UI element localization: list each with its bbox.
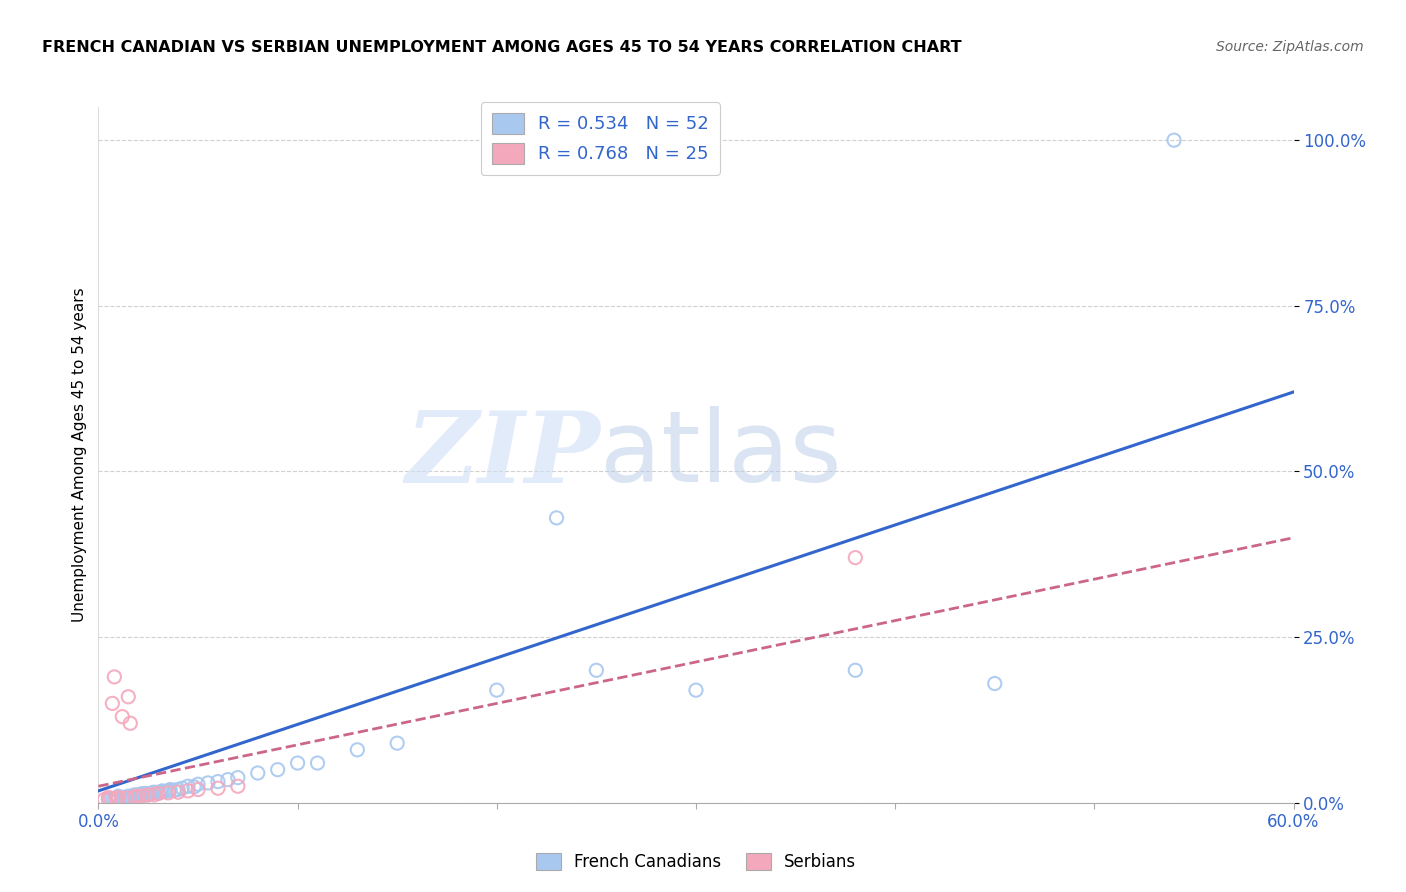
Point (226, 779, 249, 793)
Point (246, 766, 269, 780)
Point (163, 783, 186, 797)
Point (157, 784, 180, 798)
Point (485, 683, 508, 698)
Point (112, 790, 135, 805)
Point (346, 743, 368, 757)
Point (546, 511, 568, 525)
Point (97, 790, 120, 805)
Legend: French Canadians, Serbians: French Canadians, Serbians (529, 847, 863, 878)
Point (124, 789, 146, 804)
Point (150, 784, 173, 798)
Point (97, 792, 120, 806)
Point (98, 791, 122, 805)
Point (267, 763, 290, 777)
Text: Source: ZipAtlas.com: Source: ZipAtlas.com (1216, 40, 1364, 54)
Point (143, 788, 166, 802)
Point (177, 779, 200, 793)
Point (107, 789, 129, 804)
Point (197, 776, 219, 790)
Point (131, 788, 153, 802)
Point (117, 789, 139, 804)
Point (136, 788, 159, 802)
Point (139, 787, 162, 801)
Point (983, 676, 1005, 690)
Point (107, 790, 129, 805)
Point (131, 787, 153, 801)
Point (134, 787, 156, 801)
Point (93, 792, 115, 806)
Point (124, 788, 146, 802)
Point (125, 789, 148, 804)
Point (129, 789, 152, 803)
Point (844, 550, 866, 565)
Point (143, 785, 166, 799)
Point (107, 791, 129, 805)
Point (124, 789, 146, 804)
Point (115, 791, 138, 805)
Point (103, 670, 125, 684)
Point (187, 777, 209, 791)
Point (183, 780, 205, 794)
Point (111, 792, 134, 806)
Point (217, 772, 239, 787)
Point (148, 787, 170, 801)
Point (685, 683, 707, 698)
Point (120, 789, 142, 804)
Point (226, 771, 249, 785)
Point (103, 792, 125, 806)
Point (177, 784, 200, 798)
Point (117, 790, 139, 805)
Point (120, 716, 142, 731)
Point (121, 790, 143, 805)
Point (159, 782, 181, 797)
Point (127, 789, 149, 804)
Point (111, 709, 134, 723)
Point (157, 786, 180, 800)
Point (1163, 133, 1185, 147)
Text: atlas: atlas (600, 407, 842, 503)
Point (135, 787, 157, 801)
Point (136, 788, 159, 802)
Point (187, 782, 209, 797)
Point (131, 789, 153, 804)
Point (385, 736, 409, 750)
Text: FRENCH CANADIAN VS SERBIAN UNEMPLOYMENT AMONG AGES 45 TO 54 YEARS CORRELATION CH: FRENCH CANADIAN VS SERBIAN UNEMPLOYMENT … (42, 40, 962, 55)
Point (127, 789, 149, 804)
Point (115, 791, 138, 805)
Point (207, 781, 229, 796)
Point (117, 690, 139, 704)
Point (101, 697, 124, 711)
Point (844, 663, 866, 677)
Point (167, 785, 190, 799)
Text: ZIP: ZIP (405, 407, 600, 503)
Point (287, 756, 309, 770)
Y-axis label: Unemployment Among Ages 45 to 54 years: Unemployment Among Ages 45 to 54 years (72, 287, 87, 623)
Point (167, 782, 190, 797)
Point (105, 792, 128, 806)
Point (141, 786, 163, 800)
Point (307, 756, 329, 770)
Point (172, 781, 194, 796)
Point (101, 792, 124, 806)
Point (207, 774, 229, 789)
Point (148, 786, 170, 800)
Point (127, 788, 149, 802)
Point (585, 663, 607, 677)
Point (149, 785, 172, 799)
Point (153, 784, 176, 798)
